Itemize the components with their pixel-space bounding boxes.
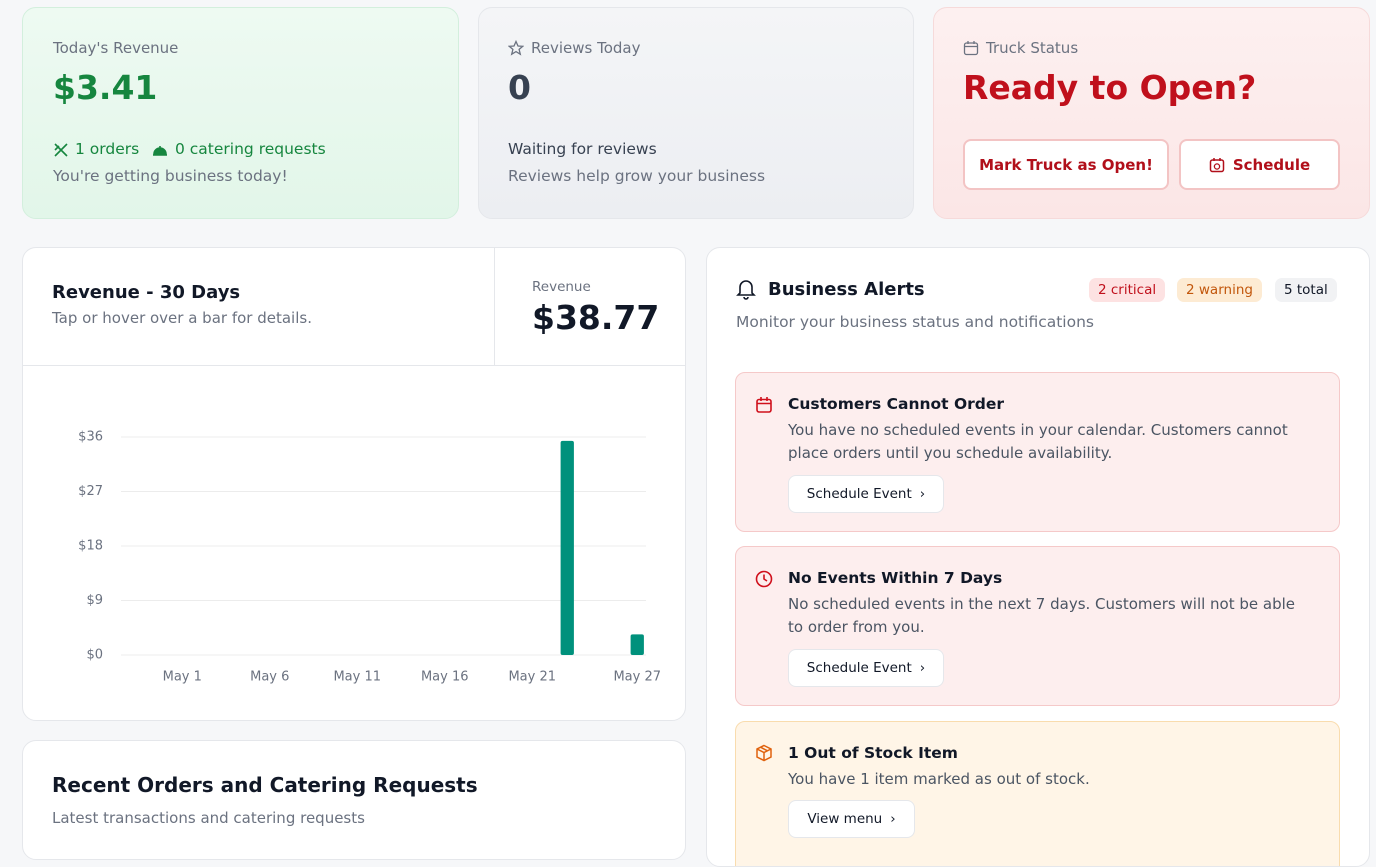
panel-title: Recent Orders and Catering Requests	[52, 773, 478, 797]
orders-icon	[54, 143, 68, 157]
card-value: 0	[508, 68, 531, 107]
bar	[560, 440, 574, 655]
x-tick-label: May 21	[508, 670, 556, 685]
alert-action[interactable]: Schedule Event ›	[788, 649, 944, 687]
alert-title: 1 Out of Stock Item	[788, 744, 958, 762]
divider	[494, 248, 495, 366]
revenue-chart: $0 $9 $18 $27 $36 May 1 May 6 May 11 May 16 May 2…	[78, 430, 661, 685]
alerts-panel: Business Alerts 2 critical 2 warning 5 t…	[706, 247, 1370, 867]
card-label: Truck Status	[986, 39, 1079, 57]
bell-icon	[736, 280, 756, 300]
x-tick-label: May 6	[250, 670, 289, 685]
alert-item: Customers Cannot Order You have no sched…	[735, 372, 1340, 532]
orders-count: 1 orders	[75, 140, 140, 158]
open-truck-button[interactable]: Mark Truck as Open!	[963, 139, 1169, 190]
card-label: Today's Revenue	[53, 39, 179, 57]
x-tick-label: May 16	[421, 670, 469, 685]
y-tick-label: $9	[86, 593, 103, 608]
panel-title: Business Alerts	[768, 279, 925, 300]
chevron: ›	[890, 811, 896, 827]
total-label: Revenue	[532, 279, 591, 295]
button-label: Schedule	[1232, 155, 1311, 174]
y-tick-label: $0	[86, 648, 103, 663]
bar	[630, 634, 644, 655]
truck-card: Truck Status Ready to Open? Mark Truck a…	[933, 7, 1370, 219]
alert-text: No scheduled events in the next 7 days. …	[788, 595, 1296, 636]
alert-item: No Events Within 7 Days No scheduled eve…	[735, 546, 1340, 706]
critical-badge: 2 critical	[1089, 278, 1166, 302]
alert-action[interactable]: Schedule Event ›	[788, 475, 944, 513]
panel-subtitle: Latest transactions and catering request…	[52, 809, 365, 827]
x-tick-label: May 27	[613, 670, 661, 685]
revenue-card: Today's Revenue $3.41 1 orders 0 caterin…	[22, 7, 459, 219]
button-label: Mark Truck as Open!	[979, 155, 1153, 174]
alert-title: Customers Cannot Order	[788, 395, 1005, 413]
card-status: Waiting for reviews	[508, 140, 657, 158]
action-label: Schedule Event	[806, 486, 912, 502]
card-label: Reviews Today	[531, 39, 641, 57]
calendar-icon	[1209, 157, 1225, 172]
action-label: Schedule Event	[806, 660, 912, 676]
calendar-icon	[756, 397, 772, 413]
catering-count: 0 catering requests	[175, 140, 326, 158]
card-note: Reviews help grow your business	[508, 167, 766, 185]
orders-panel: Recent Orders and Catering Requests Late…	[22, 740, 686, 860]
warning-badge: 2 warning	[1177, 278, 1262, 302]
card-note: You're getting business today!	[53, 167, 288, 185]
card-value: Ready to Open?	[963, 68, 1257, 107]
reviews-card: Reviews Today 0 Waiting for reviews Revi…	[478, 7, 914, 219]
box-icon	[756, 744, 772, 762]
alert-text: You have 1 item marked as out of stock.	[788, 770, 1090, 788]
divider	[23, 365, 685, 366]
action-label: View menu	[807, 811, 883, 827]
panel-title: Revenue - 30 Days	[52, 282, 241, 303]
x-tick-label: May 1	[163, 670, 202, 685]
schedule-button[interactable]: Schedule	[1179, 139, 1340, 190]
y-tick-label: $27	[78, 484, 103, 499]
chevron: ›	[919, 660, 926, 676]
clock-icon	[755, 570, 773, 588]
alert-text: You have no scheduled events in your cal…	[788, 421, 1288, 462]
total-badge: 5 total	[1275, 278, 1337, 302]
calendar-icon	[963, 41, 979, 56]
panel-subtitle: Tap or hover over a bar for details.	[52, 309, 312, 327]
panel-subtitle: Monitor your business status and notific…	[736, 313, 1094, 331]
card-value: $3.41	[53, 68, 158, 107]
x-tick-label: May 11	[333, 670, 381, 685]
star-icon	[508, 40, 524, 56]
alert-item: 1 Out of Stock Item You have 1 item mark…	[735, 721, 1340, 866]
alert-action[interactable]: View menu ›	[788, 800, 915, 838]
chevron: ›	[919, 486, 926, 502]
alert-title: No Events Within 7 Days	[788, 569, 1003, 587]
revenue-panel: Revenue - 30 Days Tap or hover over a ba…	[22, 247, 686, 721]
total-value: $38.77	[532, 298, 660, 337]
y-tick-label: $18	[78, 539, 103, 554]
catering-icon	[153, 146, 167, 156]
dashboard: Today's Revenue $3.41 1 orders 0 caterin…	[22, 7, 1370, 867]
y-tick-label: $36	[78, 430, 103, 445]
